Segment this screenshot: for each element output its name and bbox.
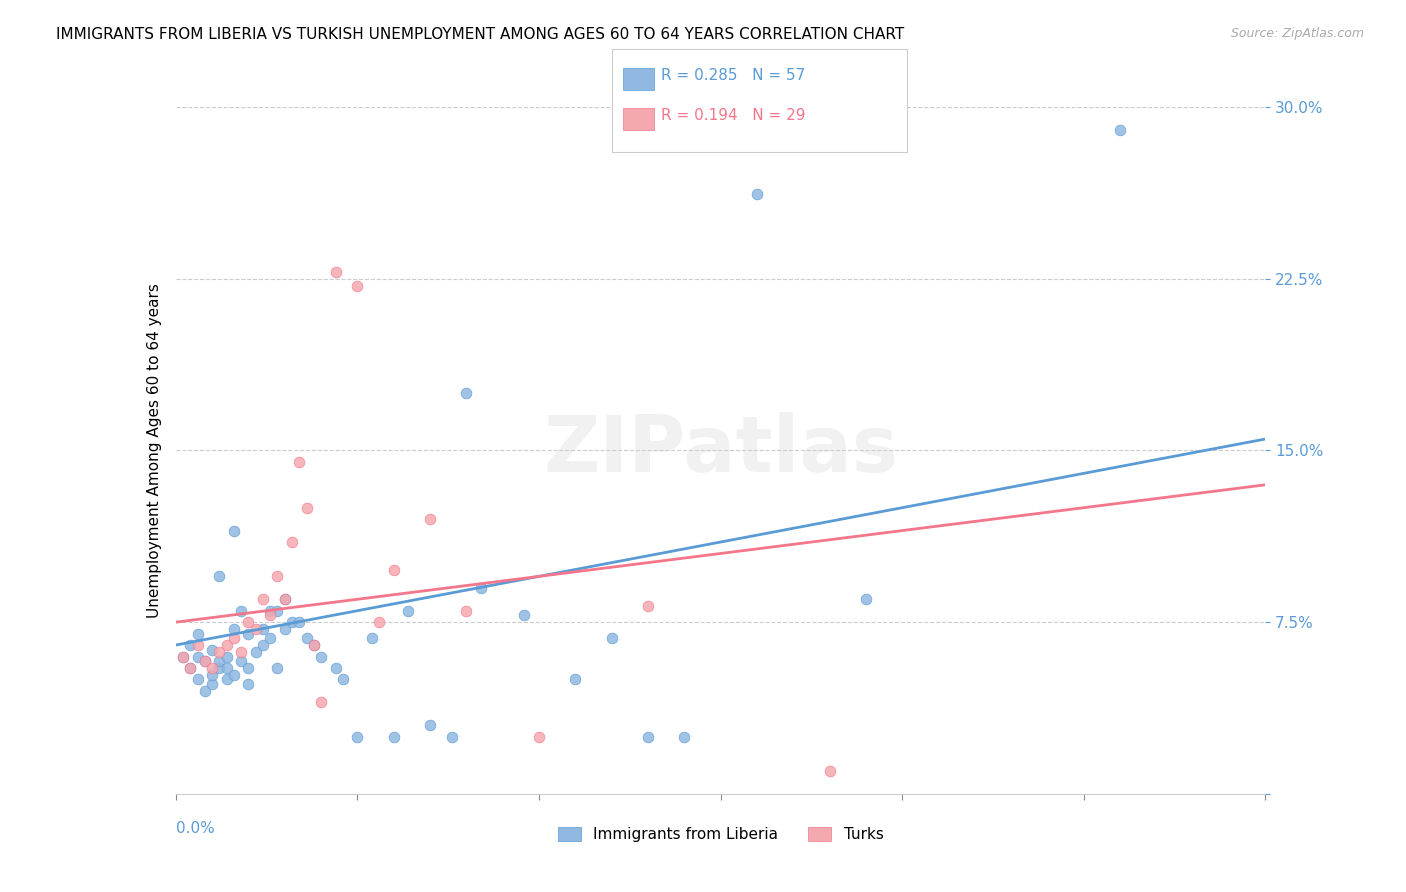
Point (274, 622, 297, 636)
Point (252, 638, 274, 652)
Point (215, 649, 238, 664)
Point (259, 604, 281, 618)
Point (179, 638, 201, 652)
Point (302, 638, 325, 652)
Point (238, 677, 260, 691)
Point (201, 668, 224, 682)
Point (295, 500, 318, 515)
Point (231, 654, 253, 668)
Point (179, 661, 201, 675)
Point (266, 604, 288, 618)
Point (745, 187, 768, 202)
Point (172, 649, 194, 664)
Point (215, 661, 238, 675)
Point (513, 608, 536, 623)
Text: IMMIGRANTS FROM LIBERIA VS TURKISH UNEMPLOYMENT AMONG AGES 60 TO 64 YEARS CORREL: IMMIGRANTS FROM LIBERIA VS TURKISH UNEMP… (56, 27, 904, 42)
Point (208, 645, 231, 659)
Point (208, 654, 231, 668)
Point (179, 661, 201, 675)
Point (346, 730, 368, 744)
Point (238, 626, 260, 640)
Point (855, 592, 877, 607)
Point (274, 592, 297, 607)
Point (470, 581, 492, 595)
Point (325, 661, 347, 675)
Point (222, 524, 245, 538)
Point (368, 615, 391, 630)
Point (564, 673, 586, 687)
Point (215, 638, 238, 652)
Point (252, 622, 274, 636)
Point (201, 677, 224, 691)
Point (215, 673, 238, 687)
Point (309, 695, 332, 709)
Point (259, 608, 281, 623)
Point (440, 730, 463, 744)
Point (288, 455, 311, 469)
Text: 0.0%: 0.0% (176, 822, 215, 837)
Point (673, 730, 696, 744)
Point (186, 626, 209, 640)
Point (222, 631, 245, 645)
Point (245, 645, 267, 659)
Point (396, 604, 419, 618)
Point (527, 730, 550, 744)
Point (238, 661, 260, 675)
Point (456, 604, 478, 618)
Point (456, 386, 478, 401)
Point (252, 592, 274, 607)
Text: R = 0.285   N = 57: R = 0.285 N = 57 (661, 69, 806, 83)
Point (222, 668, 245, 682)
Point (382, 562, 405, 576)
Point (818, 764, 841, 778)
Text: R = 0.194   N = 29: R = 0.194 N = 29 (661, 109, 806, 123)
Point (309, 649, 332, 664)
Point (274, 592, 297, 607)
Text: Source: ZipAtlas.com: Source: ZipAtlas.com (1230, 27, 1364, 40)
Point (288, 615, 311, 630)
Text: ZIPatlas: ZIPatlas (543, 412, 898, 489)
Point (266, 661, 288, 675)
Y-axis label: Unemployment Among Ages 60 to 64 years: Unemployment Among Ages 60 to 64 years (146, 283, 162, 618)
Point (382, 730, 405, 744)
Point (172, 649, 194, 664)
Point (231, 604, 253, 618)
Point (208, 661, 231, 675)
Point (194, 683, 217, 698)
Point (360, 631, 382, 645)
Point (238, 615, 260, 630)
Point (637, 730, 659, 744)
Point (186, 649, 209, 664)
Point (600, 631, 623, 645)
Point (201, 642, 224, 657)
Point (231, 645, 253, 659)
Point (194, 654, 217, 668)
Point (222, 622, 245, 636)
Point (281, 615, 304, 630)
Point (295, 631, 318, 645)
Point (186, 673, 209, 687)
Point (302, 638, 325, 652)
Point (419, 512, 441, 526)
Legend: Immigrants from Liberia, Turks: Immigrants from Liberia, Turks (551, 821, 890, 848)
Point (259, 631, 281, 645)
Point (332, 673, 354, 687)
Point (186, 638, 209, 652)
Point (419, 718, 441, 732)
Point (281, 535, 304, 549)
Point (194, 654, 217, 668)
Point (266, 569, 288, 583)
Point (208, 569, 231, 583)
Point (201, 661, 224, 675)
Point (637, 599, 659, 614)
Point (346, 278, 368, 293)
Point (1109, 123, 1132, 137)
Point (245, 622, 267, 636)
Point (325, 265, 347, 279)
